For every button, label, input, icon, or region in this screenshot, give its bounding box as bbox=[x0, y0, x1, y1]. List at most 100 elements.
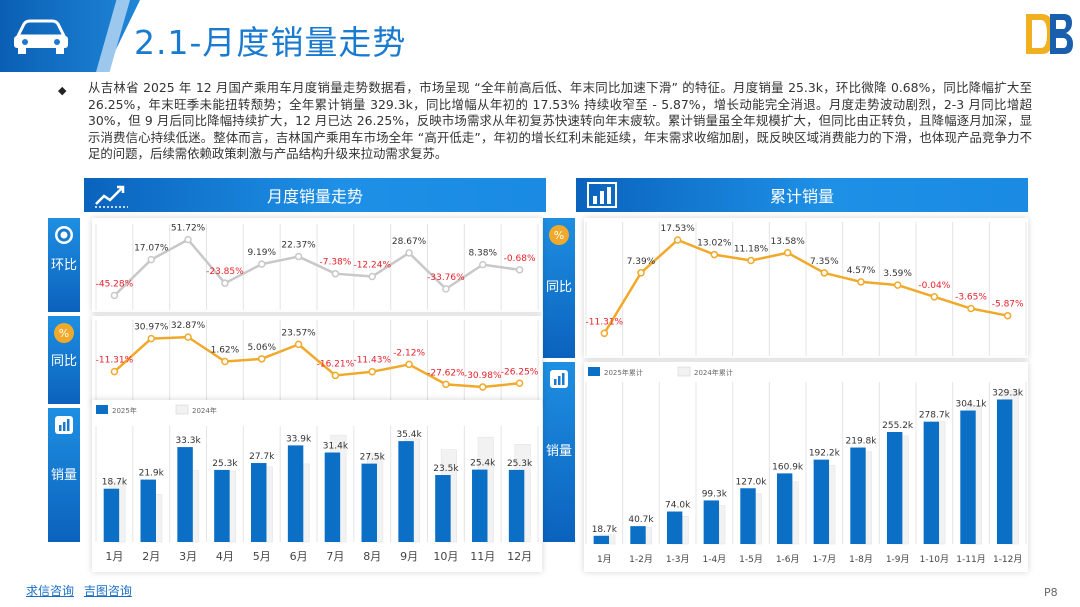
monthly-mom-data-label: 9.19% bbox=[247, 248, 276, 258]
x-tick-label: 4月 bbox=[216, 550, 234, 563]
x-tick-label: 1-6月 bbox=[776, 554, 800, 565]
monthly-mom-data-label: 51.72% bbox=[171, 224, 206, 234]
x-tick-label: 1-12月 bbox=[993, 554, 1022, 565]
percent-icon: % bbox=[549, 225, 569, 245]
monthly-yoy-point bbox=[294, 340, 303, 349]
bar-data-label: 31.4k bbox=[323, 442, 349, 452]
bar-2025 bbox=[361, 463, 377, 542]
bar-2025 bbox=[324, 452, 341, 542]
footer-link-jitu[interactable]: 吉图咨询 bbox=[83, 584, 132, 598]
footer-links: 求信咨询 吉图咨询 bbox=[26, 582, 138, 599]
monthly-yoy-point bbox=[368, 367, 376, 376]
bar-data-label: 255.2k bbox=[882, 421, 914, 431]
monthly-mom-point bbox=[479, 260, 487, 269]
ring-icon bbox=[55, 226, 73, 244]
bar-data-label: 278.7k bbox=[919, 411, 951, 421]
bar-2025 bbox=[850, 447, 866, 544]
bar-2025 bbox=[214, 469, 230, 542]
bar-2025 bbox=[813, 459, 830, 544]
bar-data-label: 40.7k bbox=[628, 515, 654, 525]
cumulative-yoy-point bbox=[637, 269, 645, 277]
monthly-yoy-data-label: 30.97% bbox=[134, 323, 169, 333]
bar-2025 bbox=[703, 500, 720, 544]
bar-data-label: 219.8k bbox=[846, 437, 878, 447]
bar-data-label: 21.9k bbox=[139, 469, 165, 479]
monthly-yoy-data-label: -30.98% bbox=[464, 371, 502, 381]
legend-label-2024: 2024年累计 bbox=[694, 368, 733, 377]
cumulative-yoy-data-label: 7.35% bbox=[810, 257, 839, 267]
monthly-yoy-data-label: 32.87% bbox=[171, 321, 206, 331]
cumulative-yoy-point bbox=[1003, 311, 1012, 320]
monthly-panel-header: 月度销量走势 bbox=[84, 178, 546, 212]
monthly-mom-point bbox=[515, 266, 524, 274]
tab-yoy: % 同比 bbox=[48, 316, 80, 404]
monthly-mom-data-label: -23.85% bbox=[206, 267, 244, 277]
cumulative-yoy-point bbox=[783, 249, 792, 257]
monthly-sales-svg: 18.7k 1月 21.9k 2月 33.3k 3月 25.3k 4月 27.7k 5月 33.9k… bbox=[95, 404, 539, 563]
monthly-mom-data-label: 22.37% bbox=[281, 241, 316, 251]
monthly-mom-point bbox=[405, 249, 413, 257]
x-tick-label: 1-7月 bbox=[812, 554, 836, 565]
cumulative-yoy-chart: -11.31% 7.39% 17.53% 13.02% 11.18% 13.58% 7.35… bbox=[584, 218, 1028, 358]
cumulative-yoy-point bbox=[967, 304, 975, 313]
bullet-icon: ◆ bbox=[58, 84, 67, 97]
monthly-yoy-point bbox=[479, 383, 487, 391]
x-tick-label: 1月 bbox=[597, 554, 612, 565]
bar-data-label: 329.3k bbox=[992, 388, 1024, 398]
bar-2025 bbox=[103, 488, 120, 542]
x-tick-label: 10月 bbox=[433, 550, 458, 563]
footer-link-qiuxin[interactable]: 求信咨询 bbox=[26, 584, 75, 598]
bar-data-label: 23.5k bbox=[433, 464, 459, 474]
monthly-mom-data-label: -0.68% bbox=[504, 254, 536, 264]
x-tick-label: 11月 bbox=[470, 550, 495, 563]
cumulative-yoy-data-label: -11.31% bbox=[586, 317, 624, 327]
bar-2025 bbox=[398, 441, 414, 542]
percent-icon: % bbox=[54, 323, 74, 343]
bar-2025 bbox=[251, 463, 267, 542]
x-tick-label: 1-9月 bbox=[886, 554, 910, 565]
bar-data-label: 27.5k bbox=[360, 453, 386, 463]
monthly-yoy-point bbox=[184, 333, 192, 341]
legend-label-2024: 2024年 bbox=[192, 406, 217, 415]
x-tick-label: 1-10月 bbox=[920, 554, 949, 565]
legend-swatch-2024 bbox=[677, 366, 691, 377]
monthly-yoy-line bbox=[113, 335, 520, 389]
x-tick-label: 2月 bbox=[142, 550, 160, 563]
cumulative-yoy-point bbox=[673, 236, 682, 244]
tab-cumulative-yoy: % 同比 bbox=[543, 218, 575, 358]
bar-2025 bbox=[177, 447, 193, 542]
page-number: P8 bbox=[1044, 586, 1058, 599]
bar-2025 bbox=[960, 410, 976, 544]
monthly-yoy-point bbox=[405, 360, 413, 369]
svg-text:%: % bbox=[59, 327, 69, 340]
x-tick-label: 9月 bbox=[400, 550, 418, 563]
monthly-mom-point bbox=[331, 269, 340, 278]
monthly-yoy-data-label: 5.06% bbox=[247, 343, 276, 353]
monthly-mom-point bbox=[184, 235, 192, 244]
cumulative-panel-title: 累计销量 bbox=[769, 187, 834, 206]
cumulative-yoy-point bbox=[820, 269, 829, 277]
monthly-yoy-svg: -11.31% 30.97% 32.87% 1.62% 5.06% 23.57% -16.2… bbox=[95, 320, 539, 402]
legend-label-2025: 2025年 bbox=[112, 406, 137, 415]
monthly-yoy-data-label: -26.25% bbox=[501, 367, 539, 377]
bar-2025 bbox=[776, 473, 793, 544]
bar-2025 bbox=[923, 421, 940, 544]
monthly-yoy-point bbox=[221, 357, 229, 366]
tab-sales-label: 销量 bbox=[50, 468, 77, 483]
bar-data-label: 304.1k bbox=[956, 400, 988, 410]
bar-data-label: 192.2k bbox=[809, 449, 841, 459]
tab-mom: 环比 bbox=[48, 218, 80, 312]
x-tick-label: 8月 bbox=[363, 550, 381, 563]
bar-2025 bbox=[435, 475, 451, 542]
cumulative-yoy-data-label: 7.39% bbox=[627, 257, 656, 267]
bar-2025 bbox=[593, 535, 610, 544]
cumulative-yoy-data-label: 13.02% bbox=[697, 239, 732, 249]
cumulative-yoy-point bbox=[600, 329, 609, 338]
cumulative-yoy-data-label: 13.58% bbox=[771, 237, 806, 247]
monthly-panel-title: 月度销量走势 bbox=[266, 187, 363, 206]
monthly-mom-svg: -45.28% 17.07%51.72% -23.85%9.19% 22.37%-7.… bbox=[95, 224, 539, 310]
cumulative-yoy-data-label: 3.59% bbox=[883, 269, 912, 279]
monthly-yoy-chart: -11.31% 30.97% 32.87% 1.62% 5.06% 23.57% -16.2… bbox=[92, 316, 542, 404]
legend-swatch-2025 bbox=[588, 367, 600, 376]
monthly-yoy-data-label: -27.62% bbox=[427, 368, 465, 378]
